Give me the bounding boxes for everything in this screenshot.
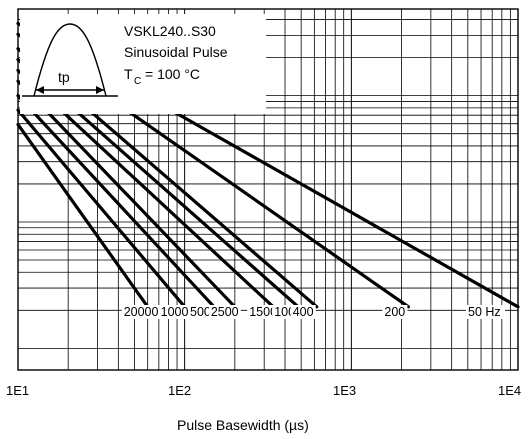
freq-label-bg bbox=[247, 305, 280, 319]
tp-arrow-right-head bbox=[96, 86, 104, 94]
freq-label: 2500 bbox=[211, 305, 239, 319]
pulse-type-label: Sinusoidal Pulse bbox=[124, 44, 228, 60]
series-line-2500 bbox=[16, 79, 237, 309]
x-tick-1e2: 1E2 bbox=[168, 383, 191, 398]
temp-label-value: = 100 °C bbox=[145, 66, 200, 82]
temp-label-t: T bbox=[124, 66, 133, 82]
freq-label: 1500 bbox=[249, 305, 277, 319]
freq-label-bg bbox=[158, 305, 198, 319]
freq-label: 200 bbox=[384, 305, 405, 319]
x-tick-1e3: 1E3 bbox=[333, 383, 356, 398]
freq-label-bg bbox=[208, 305, 241, 319]
series-line-10000 bbox=[16, 108, 187, 309]
plot-frame bbox=[17, 8, 519, 371]
temp-label-subscript: C bbox=[134, 76, 141, 87]
series-line-5000 bbox=[16, 94, 216, 309]
freq-label: 400 bbox=[293, 305, 314, 319]
x-tick-1e1: 1E1 bbox=[6, 383, 29, 398]
annotation-block: tp VSKL240..S30 Sinusoidal Pulse T C = 1… bbox=[20, 14, 266, 114]
device-label: VSKL240..S30 bbox=[124, 23, 216, 39]
sine-pulse-icon bbox=[33, 23, 107, 97]
pulse-width-label: tp bbox=[58, 69, 70, 85]
freq-label-bg bbox=[121, 305, 161, 319]
freq-label: 10000 bbox=[161, 305, 196, 319]
freq-label: 20000 bbox=[124, 305, 159, 319]
freq-label-bg bbox=[466, 305, 505, 319]
tp-arrow-left-head bbox=[36, 86, 44, 94]
freq-label-bg bbox=[290, 305, 316, 319]
x-tick-1e4: 1E4 bbox=[498, 383, 521, 398]
annotation-bg bbox=[20, 14, 266, 114]
freq-label: 50 Hz bbox=[468, 305, 501, 319]
freq-label-bg bbox=[382, 305, 408, 319]
x-axis-title: Pulse Basewidth (µs) bbox=[177, 417, 309, 433]
series-line-20000 bbox=[16, 122, 150, 309]
